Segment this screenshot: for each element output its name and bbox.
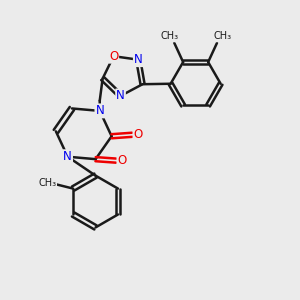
Text: N: N <box>95 104 104 117</box>
Text: N: N <box>134 53 142 66</box>
Text: O: O <box>109 50 118 63</box>
Text: N: N <box>63 150 72 163</box>
Text: CH₃: CH₃ <box>161 32 179 41</box>
Text: CH₃: CH₃ <box>213 32 231 41</box>
Text: O: O <box>117 154 127 167</box>
Text: O: O <box>134 128 143 141</box>
Text: CH₃: CH₃ <box>38 178 56 188</box>
Text: N: N <box>116 89 125 102</box>
